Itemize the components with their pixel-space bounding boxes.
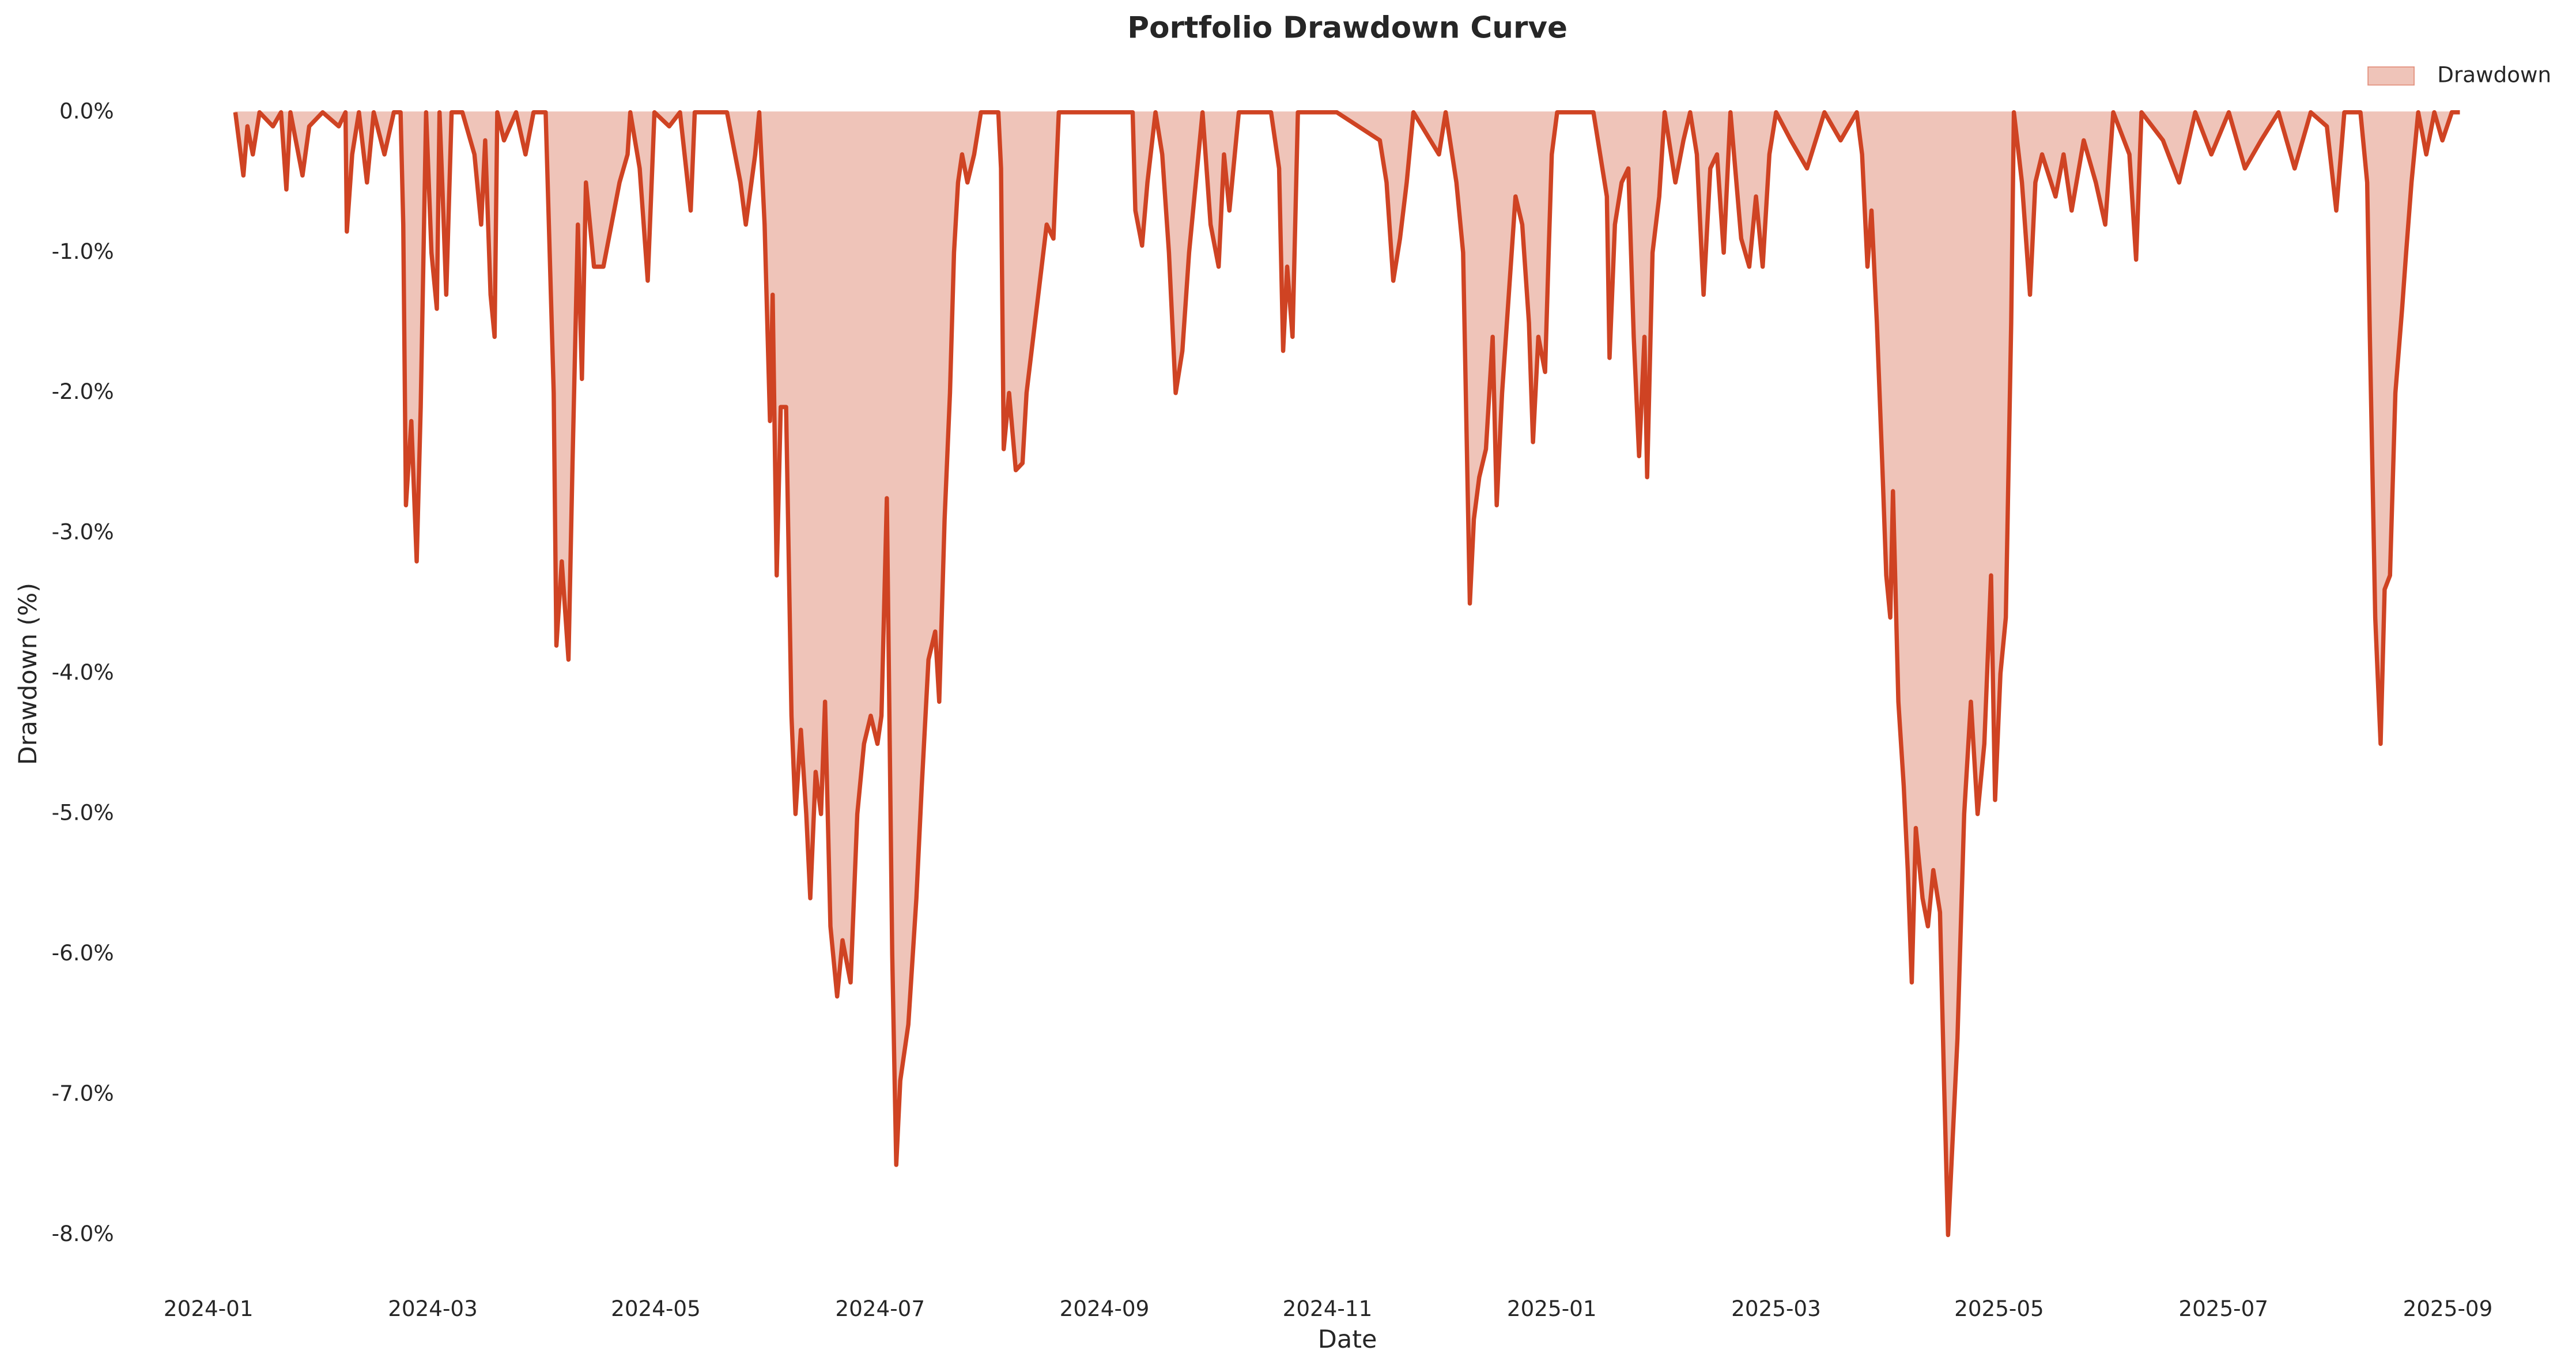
- x-tick-label: 2025-09: [2403, 1296, 2493, 1321]
- drawdown-line: [233, 110, 2460, 1238]
- legend-swatch: [2367, 66, 2415, 86]
- x-tick-label: 2024-11: [1283, 1296, 1373, 1321]
- y-tick-label: 0.0%: [59, 98, 114, 123]
- x-axis-label: Date: [1318, 1325, 1377, 1354]
- x-tick-label: 2024-07: [835, 1296, 925, 1321]
- drawdown-area: [234, 109, 2460, 1235]
- y-tick-label: -2.0%: [52, 379, 114, 404]
- x-tick-label: 2025-01: [1507, 1296, 1597, 1321]
- x-tick-label: 2024-03: [388, 1296, 478, 1321]
- y-axis-label: Drawdown (%): [14, 583, 43, 765]
- y-tick-label: -7.0%: [52, 1081, 114, 1106]
- y-tick-label: -4.0%: [52, 659, 114, 685]
- y-tick-label: -5.0%: [52, 800, 114, 825]
- legend-label: Drawdown: [2437, 62, 2551, 87]
- x-tick-label: 2025-07: [2178, 1296, 2268, 1321]
- y-tick-label: -8.0%: [52, 1221, 114, 1246]
- x-tick-label: 2024-05: [611, 1296, 701, 1321]
- x-tick-label: 2025-05: [1954, 1296, 2044, 1321]
- x-tick-label: 2024-01: [164, 1296, 254, 1321]
- y-tick-label: -3.0%: [52, 519, 114, 545]
- chart-title: Portfolio Drawdown Curve: [1127, 11, 1567, 46]
- y-tick-label: -1.0%: [52, 239, 114, 264]
- x-tick-label: 2025-03: [1731, 1296, 1821, 1321]
- x-tick-label: 2024-09: [1060, 1296, 1150, 1321]
- y-tick-label: -6.0%: [52, 940, 114, 966]
- plot-area: [233, 109, 2460, 1238]
